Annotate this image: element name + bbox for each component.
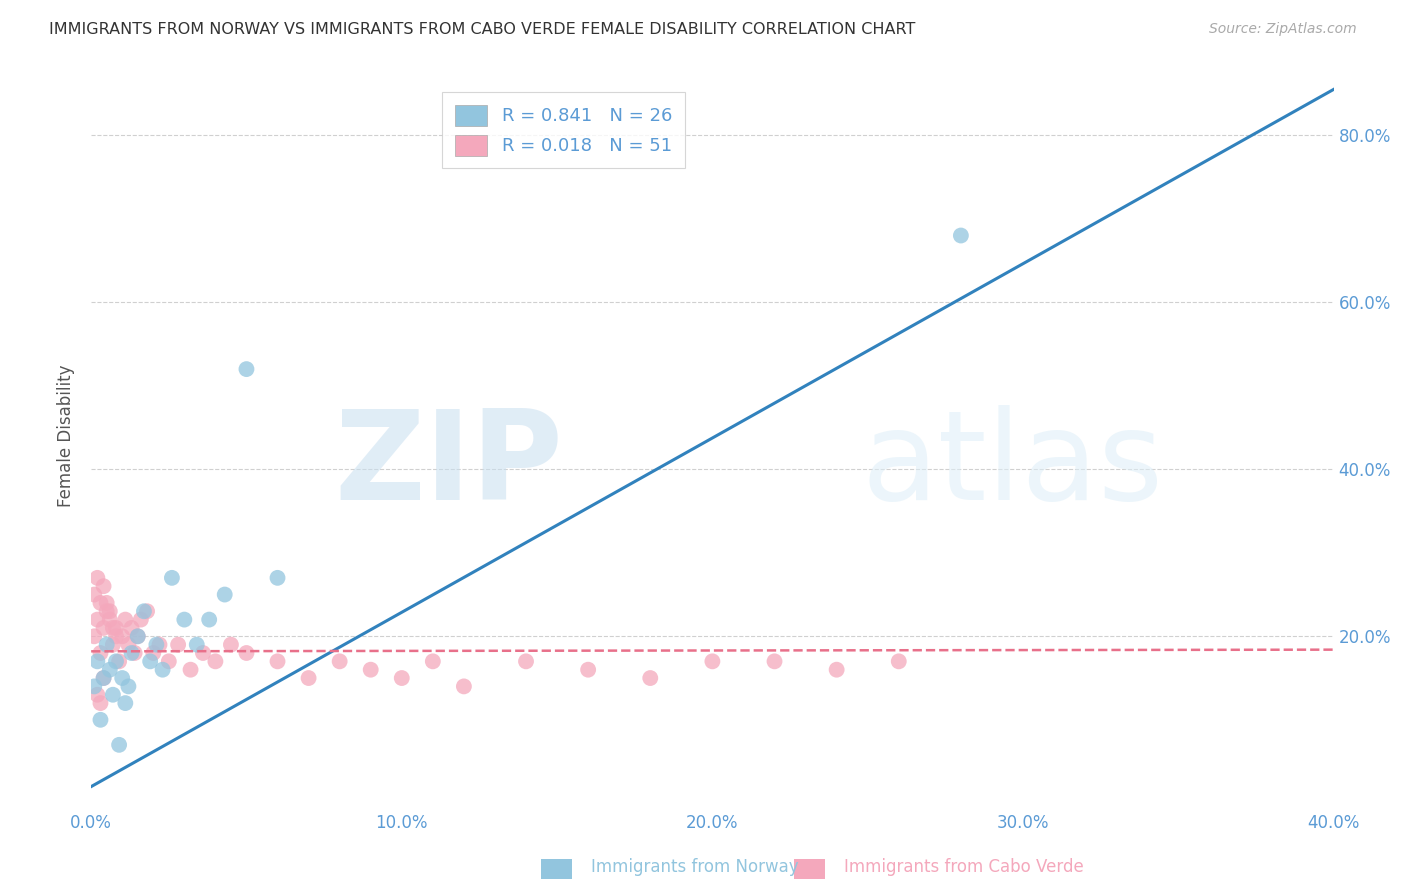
Point (173, 613, 195, 627)
Point (83, 588, 105, 602)
Point (219, 638, 242, 652)
Point (93, 671, 115, 685)
Text: IMMIGRANTS FROM NORWAY VS IMMIGRANTS FROM CABO VERDE FEMALE DISABILITY CORRELATI: IMMIGRANTS FROM NORWAY VS IMMIGRANTS FRO… (49, 22, 915, 37)
Point (117, 679, 139, 693)
Point (86, 613, 108, 627)
Point (139, 654, 162, 668)
Point (204, 654, 226, 668)
Point (186, 638, 208, 652)
Point (93, 671, 115, 685)
Point (108, 738, 131, 752)
Point (167, 638, 190, 652)
Point (297, 671, 319, 685)
Point (214, 588, 236, 602)
Text: ZIP: ZIP (335, 405, 564, 525)
Text: Immigrants from Norway: Immigrants from Norway (591, 858, 799, 876)
Point (145, 638, 167, 652)
Point (114, 613, 136, 627)
Point (127, 629, 149, 643)
Text: Source: ZipAtlas.com: Source: ZipAtlas.com (1209, 22, 1357, 37)
Point (96, 604, 118, 618)
Point (111, 629, 134, 643)
Point (198, 613, 221, 627)
Point (191, 646, 214, 660)
Point (127, 629, 149, 643)
Point (89, 696, 111, 710)
Point (235, 362, 257, 376)
Point (105, 654, 128, 668)
Point (83, 629, 105, 643)
Point (422, 654, 444, 668)
Point (180, 663, 202, 677)
Point (763, 654, 786, 668)
Point (86, 571, 108, 585)
Point (887, 654, 910, 668)
Point (98, 663, 121, 677)
Point (702, 654, 724, 668)
Point (136, 604, 159, 618)
Y-axis label: Female Disability: Female Disability (58, 365, 75, 508)
Point (101, 638, 124, 652)
Point (86, 688, 108, 702)
Point (160, 571, 183, 585)
Point (825, 663, 848, 677)
Point (152, 663, 174, 677)
Point (132, 604, 155, 618)
Point (117, 638, 139, 652)
Point (453, 679, 475, 693)
Point (391, 671, 413, 685)
Point (360, 663, 382, 677)
Text: atlas: atlas (862, 405, 1164, 525)
Point (96, 638, 118, 652)
Point (89, 646, 111, 660)
Point (86, 654, 108, 668)
Point (148, 638, 170, 652)
Point (83, 679, 105, 693)
Point (114, 696, 136, 710)
Point (105, 621, 128, 635)
Point (89, 713, 111, 727)
Point (142, 646, 165, 660)
Point (638, 671, 661, 685)
Point (101, 621, 124, 635)
Point (101, 688, 124, 702)
Point (235, 646, 257, 660)
Point (157, 654, 180, 668)
Point (129, 613, 152, 627)
Point (576, 663, 599, 677)
Point (515, 654, 537, 668)
Point (124, 646, 146, 660)
Point (93, 579, 115, 593)
Point (98, 613, 121, 627)
Point (93, 621, 115, 635)
Point (266, 654, 288, 668)
Text: Immigrants from Cabo Verde: Immigrants from Cabo Verde (844, 858, 1084, 876)
Point (108, 654, 131, 668)
Legend: R = 0.841   N = 26, R = 0.018   N = 51: R = 0.841 N = 26, R = 0.018 N = 51 (441, 92, 685, 169)
Point (89, 596, 111, 610)
Point (121, 621, 143, 635)
Point (96, 596, 118, 610)
Point (105, 629, 128, 643)
Point (121, 646, 143, 660)
Point (111, 671, 134, 685)
Point (98, 604, 121, 618)
Point (329, 654, 352, 668)
Point (266, 571, 288, 585)
Point (949, 228, 972, 243)
